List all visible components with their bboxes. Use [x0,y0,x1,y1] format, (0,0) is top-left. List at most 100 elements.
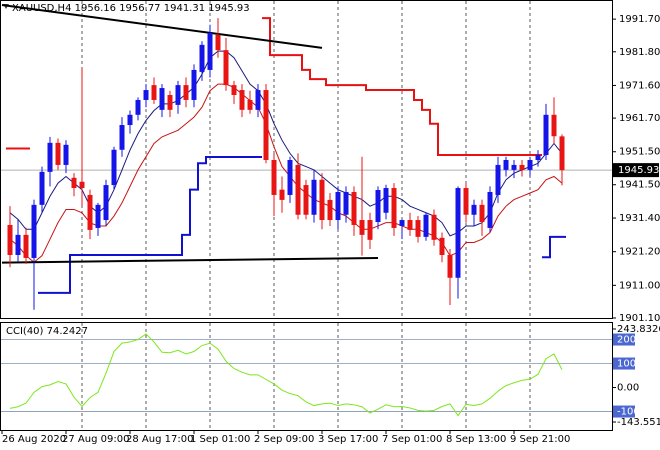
candle-body [23,234,29,258]
candle-body [367,220,373,240]
candle-body [55,142,61,165]
candle-body [63,144,69,165]
candle-body [215,34,221,51]
candle-body [31,204,37,258]
x-tick-label: 26 Aug 2020 [2,434,66,445]
candle-body [183,85,189,100]
y-tick-label: 243.8326 [617,324,660,335]
y-tick-label: 1931.40 [619,213,660,224]
x-tick-label: 8 Sep 13:00 [446,434,506,445]
y-tick-label: 1951.50 [619,147,660,158]
indicator-line [9,333,563,417]
price-tag-bg [613,163,659,178]
x-tick-label: 27 Aug 09:00 [62,434,129,445]
candle-body [519,164,525,170]
candle-body [311,179,317,215]
candle-body [471,204,477,215]
y-tick-label: -100 [617,407,640,418]
candle-body [247,99,253,110]
high: 1956.77 [119,3,160,14]
close: 1945.93 [208,3,249,14]
candle-body [487,191,493,228]
y-tick-label: -143.5517 [617,417,660,428]
x-tick-label: 2 Sep 09:00 [254,434,314,445]
candle-body [303,185,309,215]
candle-body [423,214,429,237]
candle-body [527,159,533,170]
candle-body [7,224,13,255]
low: 1941.31 [164,3,205,14]
y-tick-label: 200 [617,335,636,346]
candle-body [399,220,405,226]
level-tag-bg [613,357,635,370]
candle-body [511,164,517,170]
x-tick-label: 28 Aug 17:00 [126,434,193,445]
candle-body [551,114,557,137]
candle-body [319,179,325,221]
candle-body [143,90,149,100]
y-tick-label: 1911.00 [619,280,660,291]
candle-body [231,85,237,96]
y-tick-label: 1941.50 [619,180,660,191]
y-tick-label: 1961.70 [619,113,660,124]
candle-body [479,204,485,223]
y-tick-label: 1901.10 [619,313,660,324]
candle-body [463,188,469,215]
candle-body [495,164,501,195]
candle-body [407,220,413,230]
candle-body [191,69,197,100]
y-tick-label: 100 [617,359,636,370]
candle-body [167,95,173,110]
cci-panel [0,322,613,431]
candle-body [351,191,357,225]
y-tick-label: 1971.60 [619,80,660,91]
y-tick-label: 1981.80 [619,47,660,58]
candle-body [199,44,205,72]
x-tick-label: 1 Sep 01:00 [190,434,250,445]
candle-body [455,188,461,278]
y-tick-label: 0.00 [617,383,639,394]
open: 1956.16 [75,3,116,14]
candle-body [255,90,261,110]
candle-body [71,177,77,189]
candle-body [15,234,21,255]
cci-value: 74.2427 [47,326,88,337]
cci-title: CCI(40) [6,326,44,337]
candle-body [39,171,45,205]
candle-body [207,32,213,70]
indicator-line [9,83,563,263]
candle-body [79,181,85,189]
candle-body [391,188,397,228]
cci-header: CCI(40) 74.2427 [6,326,88,337]
candle-body [535,155,541,160]
symbol: XAUUSD,H4 [12,3,71,14]
candle-body [159,88,165,110]
candle-body [239,90,245,110]
price-panel [0,0,613,319]
candle-body [103,185,109,221]
candle-body [543,114,549,156]
indicator-line [6,17,542,157]
x-tick-label: 7 Sep 01:00 [382,434,442,445]
candle-body [111,149,117,186]
candle-body [279,189,285,200]
candle-body [87,194,93,230]
candle-body [263,90,269,160]
candle-body [415,220,421,237]
header: XAUUSD,H4 1956.16 1956.77 1941.31 1945.9… [12,3,250,14]
candle-body [151,85,157,100]
candle-body [327,199,333,221]
candle-body [343,191,349,215]
candle-body [431,214,437,240]
trendline [1,256,379,264]
y-tick-label: 1921.20 [619,247,660,258]
candle-body [135,99,141,115]
indicator-line [38,156,566,294]
candle-body [223,50,229,86]
trendline [1,3,323,49]
candle-body [287,159,293,195]
candle-body [335,191,341,221]
candle-body [119,125,125,150]
x-tick-label: 9 Sep 21:00 [510,434,570,445]
